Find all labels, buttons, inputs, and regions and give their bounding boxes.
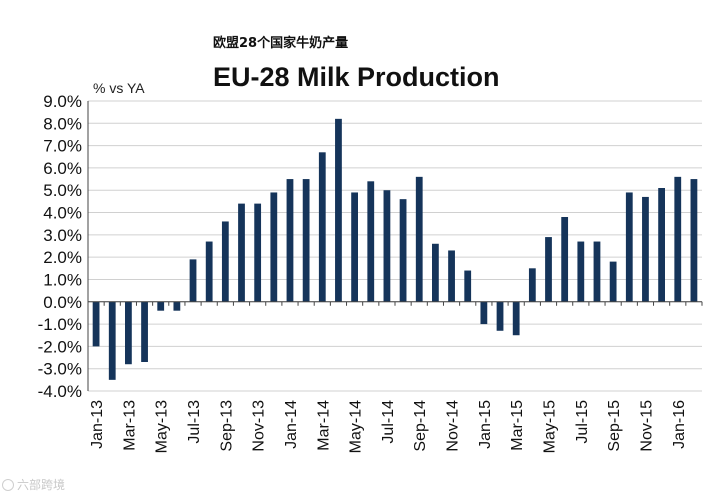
y-tick-label: 6.0%	[43, 159, 82, 178]
bar-mar-15	[512, 301, 520, 336]
bar-oct-14	[432, 243, 439, 302]
bar-dec-13	[270, 192, 278, 302]
x-tick-label: May-14	[348, 400, 365, 453]
y-tick-label: 1.0%	[43, 270, 82, 289]
bar-feb-16	[690, 179, 698, 302]
bar-dec-14	[464, 270, 472, 302]
y-tick-label: -2.0%	[38, 337, 82, 356]
x-tick-label: Mar-13	[121, 400, 138, 451]
watermark: 六部跨境	[2, 476, 65, 493]
y-axis-unit-label: % vs YA	[93, 80, 145, 96]
x-tick-label: Nov-13	[251, 400, 268, 452]
axes	[87, 101, 703, 391]
bar-apr-13	[141, 301, 148, 362]
y-tick-label: -4.0%	[38, 382, 82, 401]
x-tick-label: Jul-14	[380, 400, 397, 444]
watermark-text: 六部跨境	[17, 478, 66, 492]
gridlines	[88, 100, 702, 392]
bar-jul-13	[189, 259, 197, 302]
bar-apr-15	[528, 268, 536, 302]
bar-nov-13	[254, 203, 262, 302]
chart-title: EU-28 Milk Production	[213, 62, 500, 92]
y-tick-label: -1.0%	[38, 315, 82, 334]
x-tick-label: Jan-14	[283, 400, 300, 449]
bar-mar-13	[125, 301, 132, 365]
x-tick-label: May-13	[154, 400, 171, 453]
y-tick-label: 4.0%	[43, 204, 82, 223]
y-tick-label: 2.0%	[43, 248, 82, 267]
bar-oct-15	[625, 192, 633, 302]
x-tick-label: Jan-15	[477, 400, 494, 449]
x-axis-tick-labels: Jan-13 Mar-13 May-13 Jul-13 Sep-13 Nov-13 Jan-…	[89, 400, 688, 453]
bar-nov-15	[642, 196, 649, 302]
bar-aug-15	[593, 241, 601, 302]
bar-jun-13	[173, 301, 181, 311]
x-tick-label: Jan-13	[89, 400, 106, 449]
x-tick-label: Sep-13	[218, 400, 235, 452]
bar-oct-13	[238, 203, 245, 302]
bar-may-13	[157, 301, 165, 311]
bar-jun-14	[367, 181, 375, 302]
y-tick-label: 9.0%	[43, 92, 82, 111]
bar-sep-13	[221, 221, 229, 302]
y-tick-label: 3.0%	[43, 226, 82, 245]
y-axis-tick-labels: 9.0% 8.0% 7.0% 6.0% 5.0% 4.0% 3.0% 2.0% 1.0% 0.0%…	[38, 92, 82, 401]
x-tick-label: Mar-15	[509, 400, 526, 451]
bar-jan-15	[480, 301, 488, 325]
x-tick-label: May-15	[542, 400, 559, 453]
bar-feb-14	[302, 179, 310, 302]
bar-sep-14	[415, 176, 423, 302]
bar-jan-16	[674, 176, 682, 302]
y-tick-label: 7.0%	[43, 137, 82, 156]
bar-jul-14	[383, 190, 391, 302]
bar-feb-15	[496, 301, 504, 331]
bars	[92, 118, 698, 380]
bar-jul-15	[577, 241, 585, 302]
bar-nov-14	[448, 250, 455, 302]
y-tick-label: 8.0%	[43, 114, 82, 133]
bar-jun-15	[561, 217, 569, 302]
bar-aug-13	[205, 241, 213, 302]
x-tick-label: Jul-13	[186, 400, 203, 444]
bar-dec-15	[658, 188, 665, 302]
bar-mar-14	[318, 152, 326, 302]
x-tick-label: Sep-14	[412, 400, 429, 452]
bar-apr-14	[335, 118, 342, 302]
bar-may-14	[351, 192, 358, 302]
bar-may-15	[545, 237, 552, 302]
x-tick-label: Mar-14	[315, 400, 332, 451]
bar-jan-14	[286, 179, 294, 302]
y-tick-label: -3.0%	[38, 360, 82, 379]
bar-aug-14	[399, 199, 407, 302]
x-tick-label: Nov-14	[445, 400, 462, 452]
x-tick-label: Jan-16	[671, 400, 688, 449]
chinese-title: 欧盟28个国家牛奶产量	[213, 36, 349, 51]
y-tick-label: 0.0%	[43, 293, 82, 312]
y-tick-label: 5.0%	[43, 181, 82, 200]
x-tick-label: Sep-15	[606, 400, 623, 452]
x-tick-label: Nov-15	[638, 400, 655, 452]
bar-sep-15	[609, 261, 617, 302]
circle-logo-icon	[2, 478, 14, 491]
x-tick-label: Jul-15	[574, 400, 591, 444]
bar-feb-13	[108, 301, 116, 380]
bar-jan-13	[92, 301, 100, 347]
